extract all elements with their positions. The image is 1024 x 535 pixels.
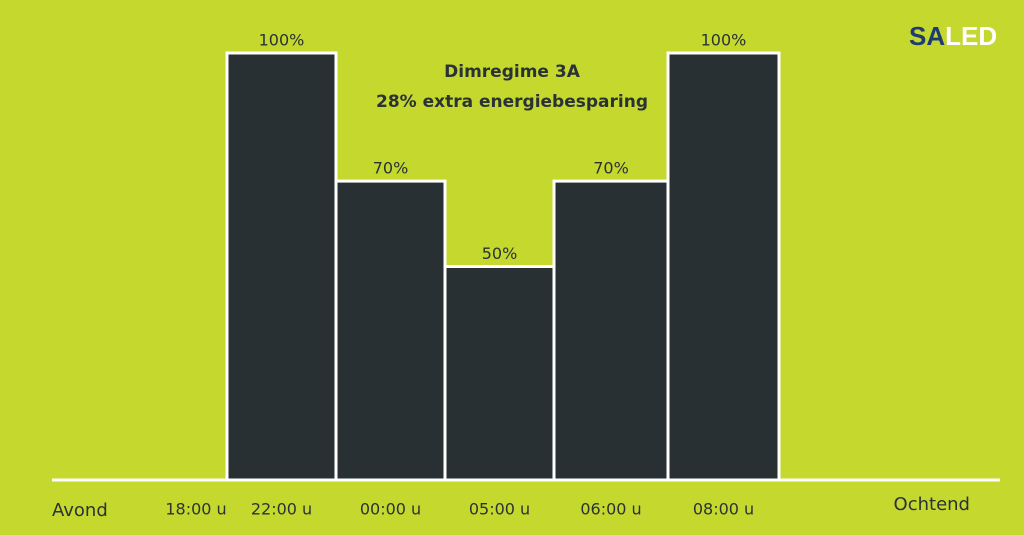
value-label: 70% bbox=[373, 159, 409, 178]
value-label: 100% bbox=[259, 31, 305, 50]
bar bbox=[334, 179, 447, 482]
bar bbox=[552, 179, 670, 482]
bar bbox=[225, 51, 338, 482]
value-label: 100% bbox=[701, 31, 747, 50]
logo-part: SA bbox=[909, 21, 945, 51]
bar bbox=[443, 265, 556, 482]
x-tick-label: 18:00 u bbox=[165, 500, 226, 519]
logo-part: LED bbox=[945, 21, 997, 51]
bar bbox=[666, 51, 781, 482]
value-label: 70% bbox=[593, 159, 629, 178]
x-tick-label: 06:00 u bbox=[580, 500, 641, 519]
x-tick-label: 08:00 u bbox=[693, 500, 754, 519]
x-end-label: Ochtend bbox=[894, 494, 970, 515]
chart-title: Dimregime 3A bbox=[444, 62, 581, 82]
x-tick-label: 05:00 u bbox=[469, 500, 530, 519]
logo: SALED bbox=[909, 21, 997, 51]
x-tick-label: 22:00 u bbox=[251, 500, 312, 519]
chart-subtitle: 28% extra energiebesparing bbox=[376, 92, 648, 112]
x-tick-label: 00:00 u bbox=[360, 500, 421, 519]
x-start-label: Avond bbox=[52, 500, 108, 521]
value-label: 50% bbox=[482, 244, 518, 263]
